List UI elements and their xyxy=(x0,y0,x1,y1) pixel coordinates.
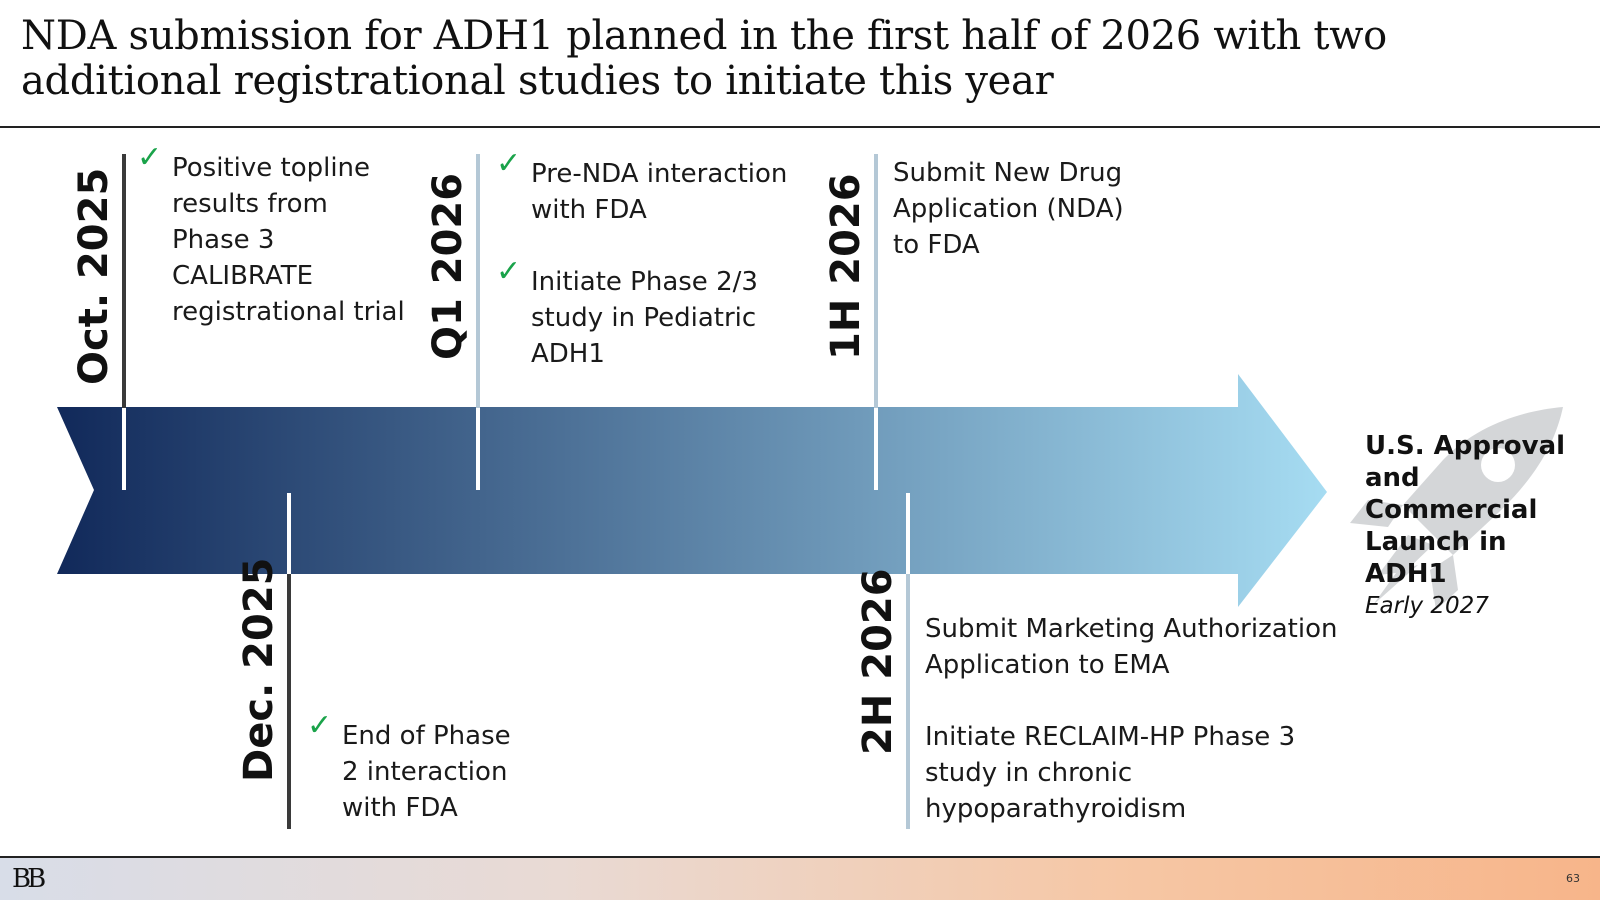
date-oct-2025: Oct. 2025 xyxy=(71,167,117,385)
milestone-line: Pre-NDA interaction xyxy=(531,159,788,189)
tick-1h-2026-inside xyxy=(874,408,878,490)
check-icon: ✓ xyxy=(137,140,163,175)
timeline-arrow xyxy=(57,374,1327,607)
milestone-line: with FDA xyxy=(342,793,458,823)
date-1h-2026: 1H 2026 xyxy=(823,173,869,360)
check-icon: ✓ xyxy=(496,254,522,289)
tick-dec-2025-bottom xyxy=(287,574,291,829)
milestone-oct-2025: ✓ Positive topline results from Phase 3 … xyxy=(137,140,405,330)
slide-title: NDA submission for ADH1 planned in the f… xyxy=(21,14,1521,104)
milestone-line: study in chronic xyxy=(925,758,1133,788)
check-icon: ✓ xyxy=(496,146,522,181)
approval-milestone: U.S. Approval and Commercial Launch in A… xyxy=(1365,430,1595,622)
milestone-line: Submit Marketing Authorization xyxy=(925,614,1338,644)
milestone-line: study in Pediatric xyxy=(531,303,757,333)
milestone-dec-2025: ✓ End of Phase 2 interaction with FDA xyxy=(307,708,511,826)
check-icon: ✓ xyxy=(307,708,333,743)
tick-2h-2026-inside xyxy=(906,493,910,574)
approval-line: Launch in xyxy=(1365,527,1507,557)
milestone-line: ADH1 xyxy=(531,339,605,369)
tick-oct-2025-inside xyxy=(122,408,126,490)
page-number: 63 xyxy=(1566,872,1580,885)
tick-2h-2026-bottom xyxy=(906,574,910,829)
company-logo: BB xyxy=(12,864,46,894)
tick-oct-2025-top xyxy=(122,154,126,408)
milestone-line: hypoparathyroidism xyxy=(925,794,1187,824)
slide-title-line-1: NDA submission for ADH1 planned in the f… xyxy=(21,13,1387,59)
milestone-line: with FDA xyxy=(531,195,647,225)
tick-q1-2026-top xyxy=(476,154,480,408)
milestone-line: Initiate Phase 2/3 xyxy=(531,267,758,297)
tick-q1-2026-inside xyxy=(476,408,480,490)
milestone-line: 2 interaction xyxy=(342,757,508,787)
approval-line: Commercial xyxy=(1365,495,1538,525)
approval-line: U.S. Approval xyxy=(1365,431,1566,461)
rocket-icon xyxy=(1350,407,1563,610)
milestone-line: Phase 3 xyxy=(172,225,275,255)
approval-timing: Early 2027 xyxy=(1365,593,1489,619)
milestone-line: CALIBRATE xyxy=(172,261,314,291)
milestone-1h-2026: Submit New Drug Application (NDA) to FDA xyxy=(893,155,1124,263)
milestone-line: Application to EMA xyxy=(925,650,1170,680)
date-2h-2026: 2H 2026 xyxy=(855,568,901,755)
tick-dec-2025-inside xyxy=(287,493,291,574)
milestone-line: Submit New Drug xyxy=(893,158,1123,188)
milestone-line: registrational trial xyxy=(172,297,405,327)
tick-1h-2026-top xyxy=(874,154,878,408)
milestone-line: results from xyxy=(172,189,328,219)
milestone-line: Application (NDA) xyxy=(893,194,1124,224)
date-q1-2026: Q1 2026 xyxy=(425,172,471,360)
milestone-q1-2026: ✓ Pre-NDA interaction with FDA ✓ Initiat… xyxy=(496,146,788,372)
footer-bar: BB 63 xyxy=(0,858,1600,900)
approval-line: ADH1 xyxy=(1365,559,1447,589)
approval-line: and xyxy=(1365,463,1420,493)
milestone-2h-2026: Submit Marketing Authorization Applicati… xyxy=(925,611,1337,827)
slide-title-line-2: additional registrational studies to ini… xyxy=(21,58,1054,104)
milestone-line: Initiate RECLAIM-HP Phase 3 xyxy=(925,722,1296,752)
milestone-line: End of Phase xyxy=(342,721,511,751)
milestone-line: to FDA xyxy=(893,230,980,260)
date-dec-2025: Dec. 2025 xyxy=(236,557,282,783)
title-divider xyxy=(0,126,1600,128)
milestone-line: Positive topline xyxy=(172,153,371,183)
footer-divider xyxy=(0,856,1600,858)
timeline-arrow-shape xyxy=(57,374,1327,607)
